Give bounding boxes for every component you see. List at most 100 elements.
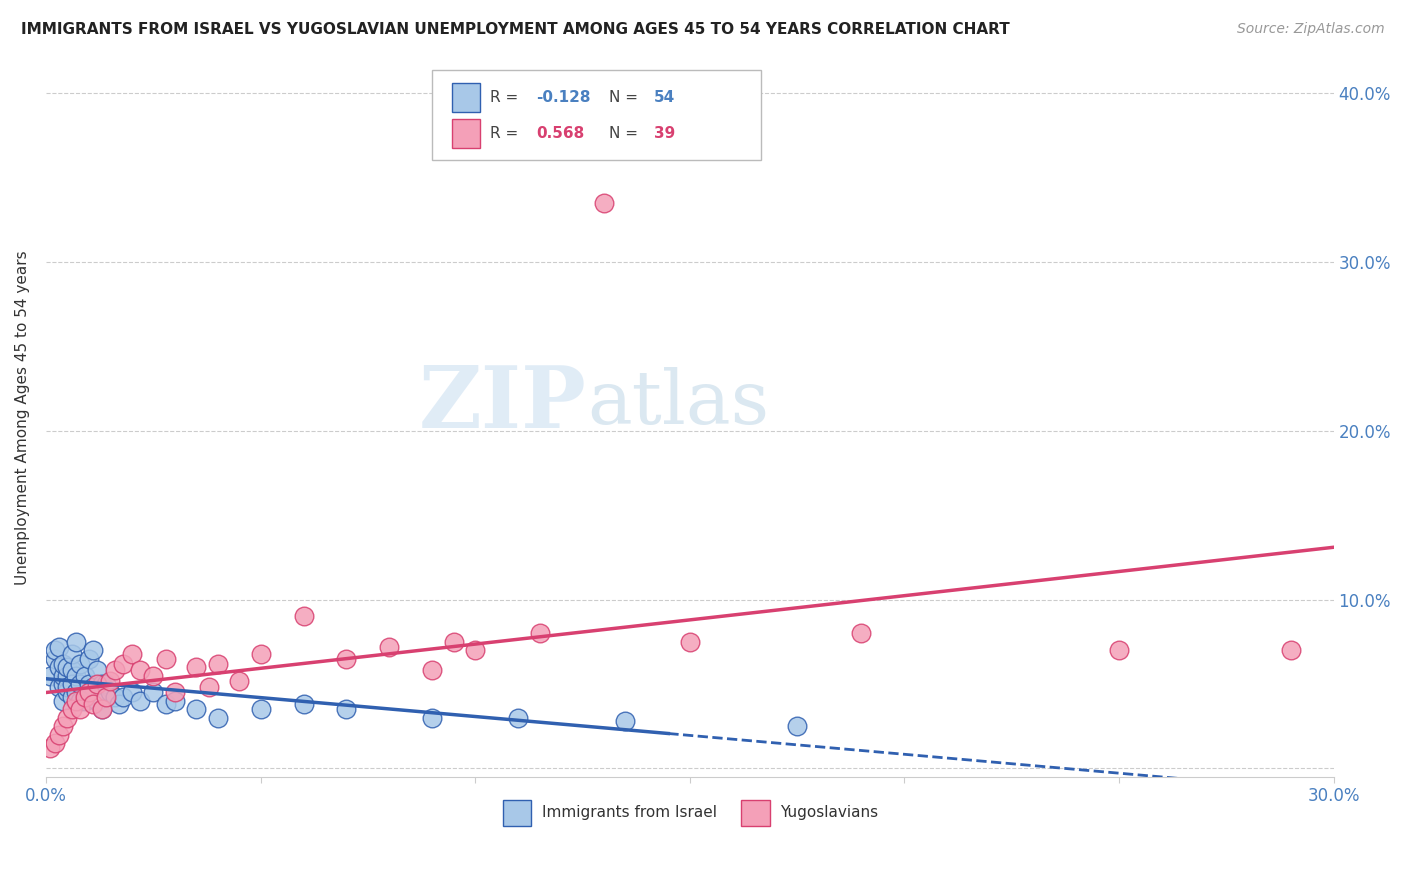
Point: [48, 640, 70, 654]
Point: [420, 664, 443, 678]
Point: [335, 651, 357, 665]
Point: [121, 647, 143, 661]
Point: [142, 668, 165, 682]
Point: [52, 677, 75, 691]
Point: [56, 660, 79, 674]
Point: [77, 685, 100, 699]
Point: [292, 609, 315, 624]
Point: [82, 697, 104, 711]
Point: [207, 711, 229, 725]
Point: [48, 728, 70, 742]
Bar: [741, 800, 769, 825]
Point: [86, 677, 108, 691]
Text: atlas: atlas: [586, 368, 769, 441]
Text: Yugoslavians: Yugoslavians: [780, 805, 879, 820]
Point: [82, 643, 104, 657]
Point: [851, 626, 873, 640]
Point: [249, 702, 271, 716]
Point: [108, 697, 131, 711]
Point: [44, 736, 66, 750]
Bar: [451, 120, 479, 148]
Point: [86, 694, 108, 708]
Bar: [503, 800, 531, 825]
Point: [112, 657, 135, 671]
Point: [155, 697, 177, 711]
Point: [60, 690, 83, 705]
FancyBboxPatch shape: [432, 70, 761, 160]
Point: [249, 647, 271, 661]
Point: [56, 681, 79, 695]
Point: [1108, 643, 1130, 657]
Point: [614, 714, 637, 728]
Point: [593, 196, 616, 211]
Point: [48, 681, 70, 695]
Point: [44, 643, 66, 657]
Point: [48, 660, 70, 674]
Point: [142, 685, 165, 699]
Point: [65, 685, 87, 699]
Point: [65, 668, 87, 682]
Point: [464, 643, 486, 657]
Point: [198, 681, 221, 695]
Point: [77, 677, 100, 691]
Text: R =: R =: [491, 126, 523, 141]
Point: [98, 685, 121, 699]
Point: [69, 694, 91, 708]
Point: [335, 702, 357, 716]
Point: [73, 668, 96, 682]
Point: [112, 690, 135, 705]
Point: [1279, 643, 1302, 657]
Point: [129, 694, 152, 708]
Point: [94, 690, 117, 705]
Point: [56, 711, 79, 725]
Point: [52, 719, 75, 733]
Text: N =: N =: [609, 126, 643, 141]
Point: [121, 685, 143, 699]
Text: 0.568: 0.568: [537, 126, 585, 141]
Point: [86, 664, 108, 678]
Point: [508, 711, 530, 725]
Point: [52, 668, 75, 682]
Point: [292, 697, 315, 711]
Point: [73, 690, 96, 705]
Point: [65, 634, 87, 648]
Point: [163, 685, 186, 699]
Point: [786, 719, 808, 733]
Point: [129, 664, 152, 678]
Text: 54: 54: [654, 90, 675, 105]
Point: [679, 634, 702, 648]
Point: [443, 634, 465, 648]
Text: ZIP: ZIP: [419, 362, 586, 446]
Point: [90, 702, 112, 716]
Point: [82, 681, 104, 695]
Point: [52, 657, 75, 671]
Point: [69, 677, 91, 691]
Point: [77, 651, 100, 665]
Point: [52, 694, 75, 708]
Y-axis label: Unemployment Among Ages 45 to 54 years: Unemployment Among Ages 45 to 54 years: [15, 251, 30, 585]
Point: [60, 664, 83, 678]
Point: [44, 651, 66, 665]
Point: [529, 626, 551, 640]
Point: [65, 694, 87, 708]
Point: [186, 702, 208, 716]
Text: 39: 39: [654, 126, 675, 141]
Point: [98, 673, 121, 688]
Point: [39, 668, 62, 682]
Point: [77, 685, 100, 699]
Point: [39, 741, 62, 756]
Point: [163, 694, 186, 708]
Point: [378, 640, 401, 654]
Point: [94, 677, 117, 691]
Point: [90, 702, 112, 716]
Point: [155, 651, 177, 665]
Bar: [451, 83, 479, 112]
Point: [228, 673, 250, 688]
Point: [60, 647, 83, 661]
Point: [56, 685, 79, 699]
Text: Immigrants from Israel: Immigrants from Israel: [541, 805, 717, 820]
Point: [69, 702, 91, 716]
Point: [90, 677, 112, 691]
Text: IMMIGRANTS FROM ISRAEL VS YUGOSLAVIAN UNEMPLOYMENT AMONG AGES 45 TO 54 YEARS COR: IMMIGRANTS FROM ISRAEL VS YUGOSLAVIAN UN…: [21, 22, 1010, 37]
Point: [60, 677, 83, 691]
